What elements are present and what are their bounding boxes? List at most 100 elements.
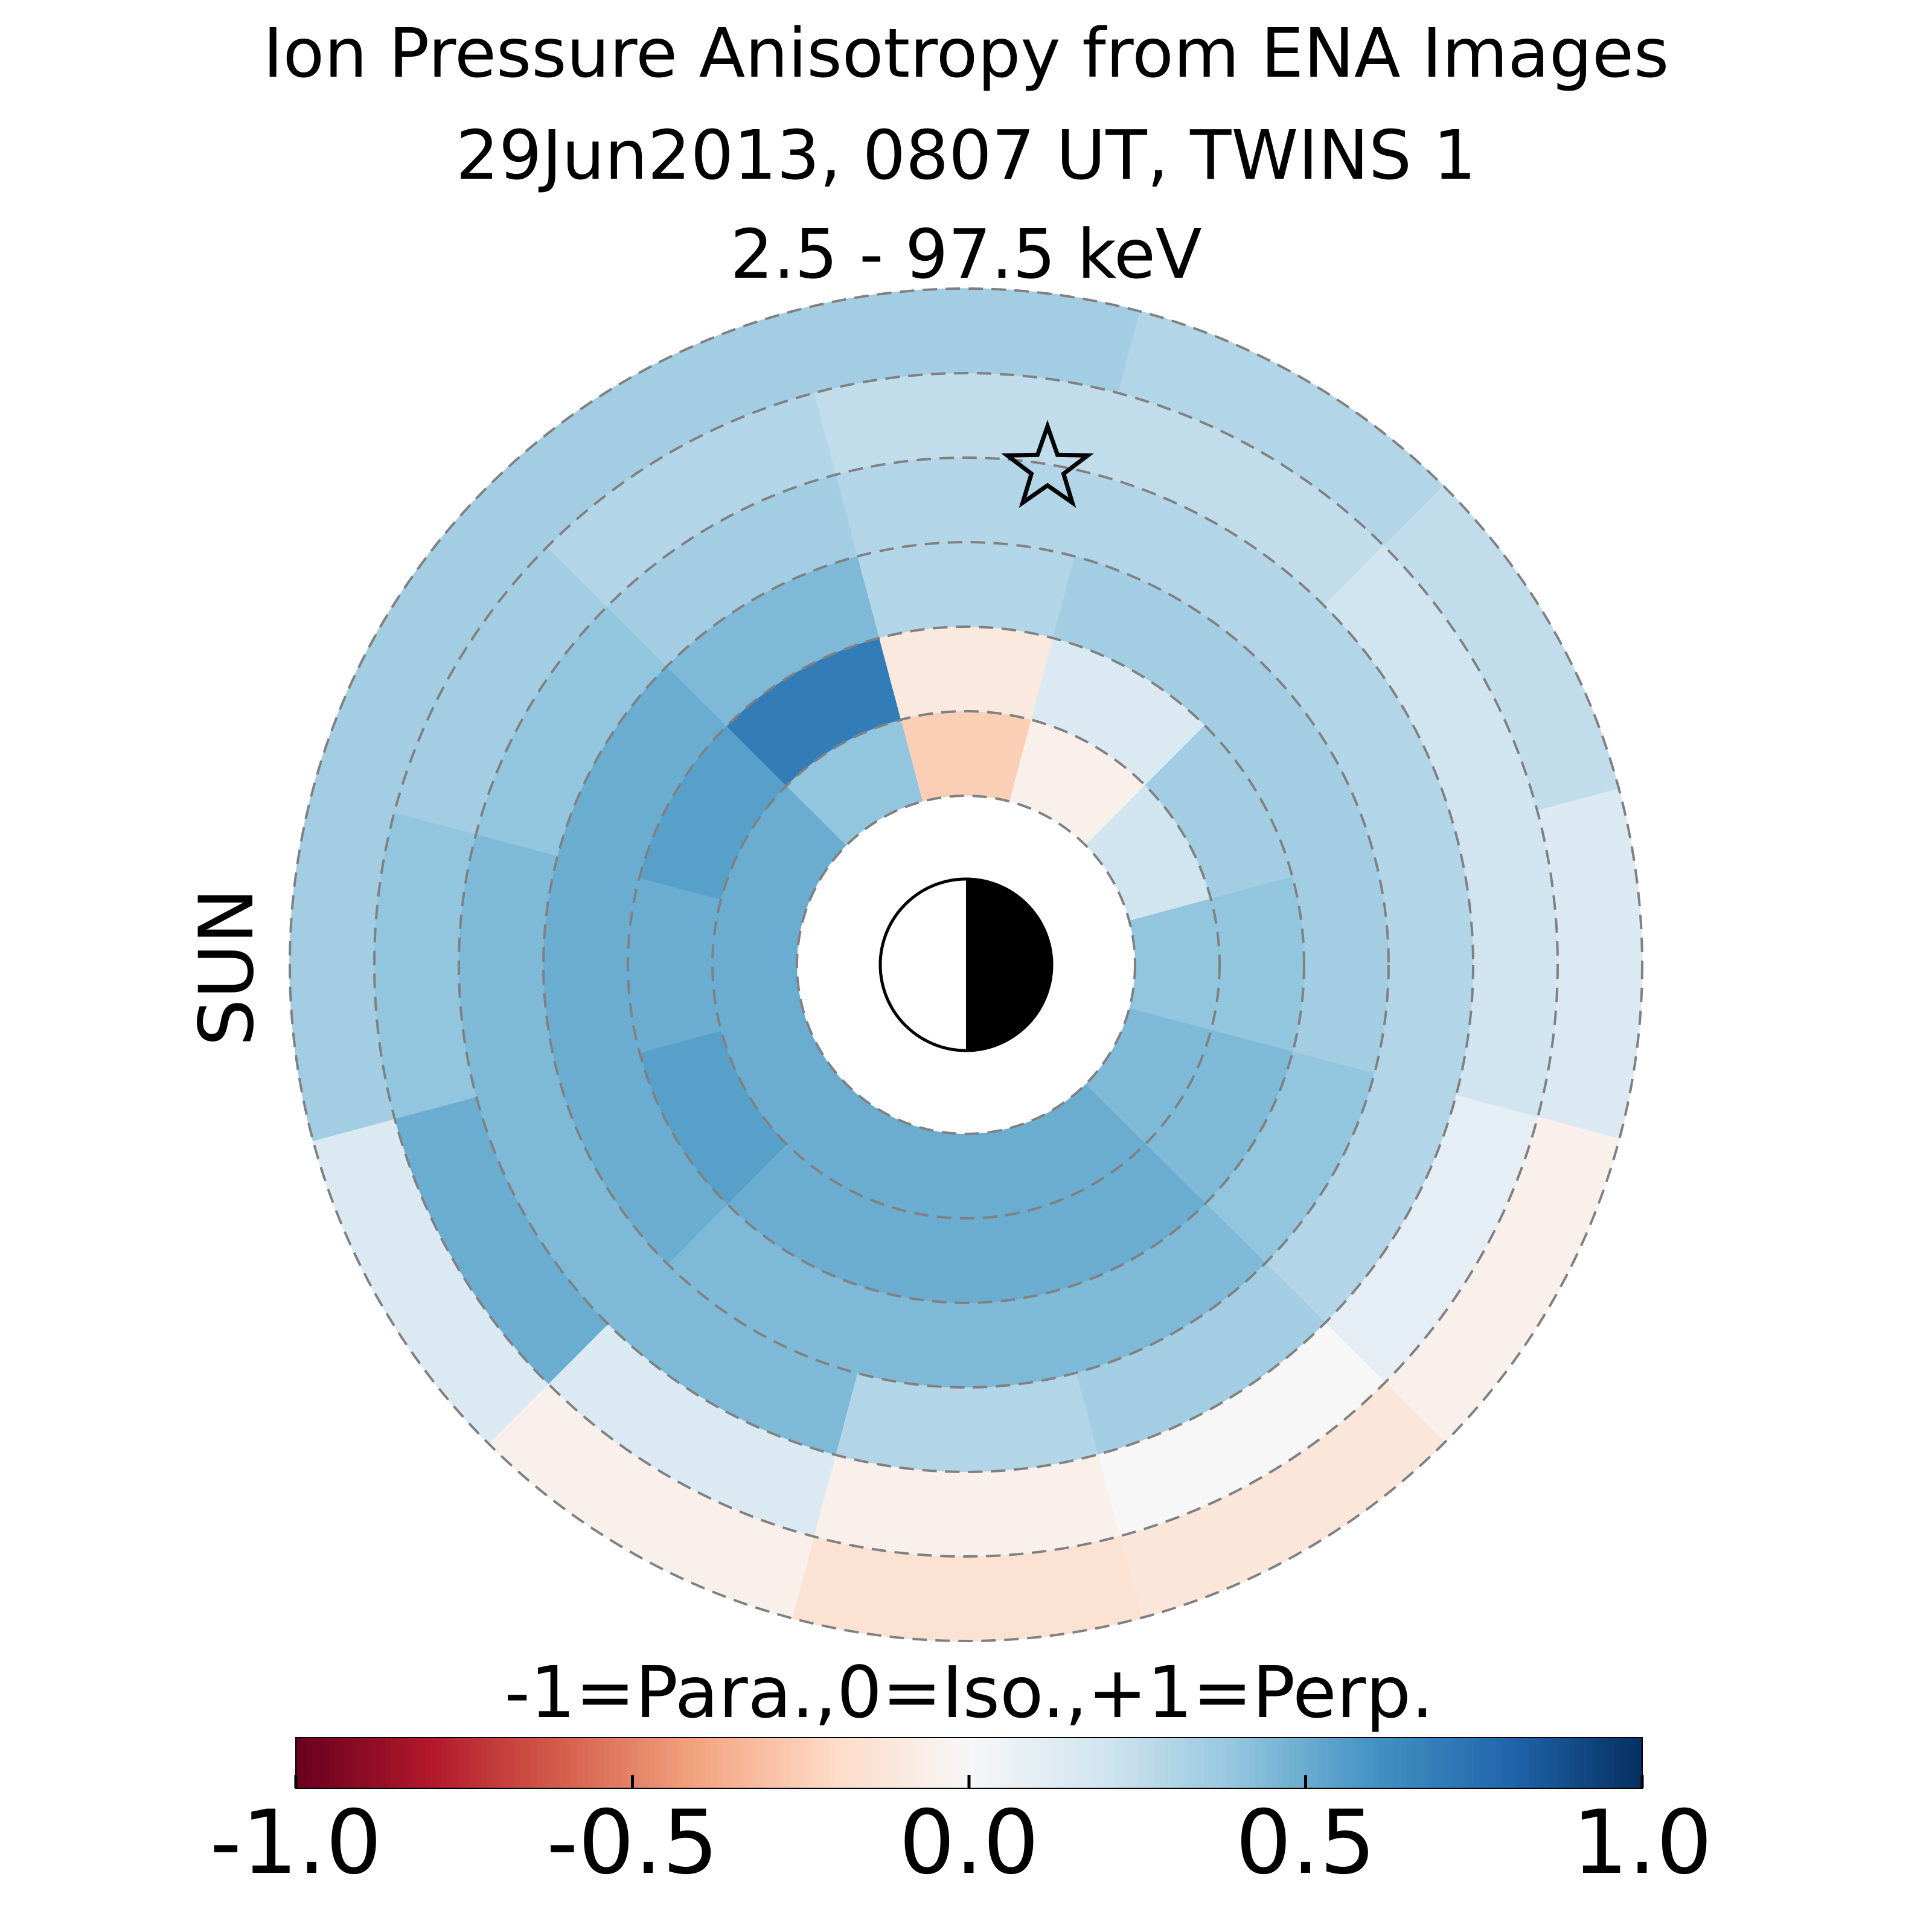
chart-subtitle: 2.5 - 97.5 keV (730, 216, 1201, 294)
anisotropy-cell (312, 485, 549, 813)
colorbar-slice (739, 1738, 746, 1788)
colorbar-slice (509, 1738, 516, 1788)
colorbar-slice (587, 1738, 594, 1788)
colorbar-tick-label: 0.5 (1235, 1791, 1375, 1894)
colorbar-slice (1204, 1738, 1211, 1788)
colorbar-slice (1176, 1738, 1183, 1788)
colorbar-slice (1215, 1738, 1222, 1788)
colorbar-slice (1328, 1738, 1334, 1788)
colorbar-slice (1479, 1738, 1486, 1788)
anisotropy-cell (1129, 898, 1220, 1031)
colorbar-slice (918, 1738, 925, 1788)
colorbar-slice (453, 1738, 459, 1788)
anisotropy-cell (1264, 1073, 1457, 1325)
colorbar-slice (1412, 1738, 1419, 1788)
colorbar-slice (627, 1738, 633, 1788)
colorbar-slice (1109, 1738, 1116, 1788)
satellite-star (1001, 420, 1094, 508)
anisotropy-cell (557, 1051, 728, 1265)
anisotropy-cell (900, 711, 1032, 802)
colorbar-slice (397, 1738, 403, 1788)
anisotropy-cell (712, 898, 803, 1031)
colorbar-slice (1244, 1738, 1250, 1788)
colorbar-slice (817, 1738, 824, 1788)
colorbar-slice (1508, 1738, 1514, 1788)
colorbar-slice (1491, 1738, 1497, 1788)
colorbar-slice (784, 1738, 790, 1788)
colorbar-slice (341, 1738, 347, 1788)
colorbar-slice (419, 1738, 426, 1788)
colorbar-slice (823, 1738, 830, 1788)
colorbar-slice (554, 1738, 560, 1788)
colorbar-slice (913, 1738, 920, 1788)
colorbar-slice (470, 1738, 476, 1788)
colorbar-slice (1210, 1738, 1217, 1788)
colorbar-slice (537, 1738, 543, 1788)
colorbar-slice (1435, 1738, 1441, 1788)
colorbar-slice (368, 1738, 375, 1788)
colorbar-slice (1586, 1738, 1593, 1788)
colorbar-slice (896, 1738, 903, 1788)
colorbar-slice (1367, 1738, 1374, 1788)
colorbar-slice (312, 1738, 319, 1788)
colorbar-slice (728, 1738, 734, 1788)
colorbar-slice (1502, 1738, 1508, 1788)
colorbar-slice (638, 1738, 644, 1788)
colorbar-slice (1378, 1738, 1385, 1788)
colorbar-slice (946, 1738, 953, 1788)
anisotropy-cell (486, 1382, 814, 1619)
colorbar-slice (1457, 1738, 1463, 1788)
anisotropy-cell (606, 474, 858, 667)
colorbar-slice (789, 1738, 796, 1788)
colorbar-slice (868, 1738, 874, 1788)
colorbar-slice (593, 1738, 600, 1788)
earth (878, 877, 1054, 1052)
colorbar-slice (1311, 1738, 1317, 1788)
anisotropy-cell (666, 555, 880, 726)
colorbar-slice (862, 1738, 869, 1788)
colorbar-slice (1608, 1738, 1615, 1788)
colorbar-slice (1025, 1738, 1032, 1788)
colorbar-slice (1395, 1738, 1402, 1788)
colorbar-slice (901, 1738, 908, 1788)
colorbar-slice (761, 1738, 768, 1788)
anisotropy-cell (877, 626, 1055, 720)
colorbar-slice (1552, 1738, 1559, 1788)
colorbar-slice (402, 1738, 409, 1788)
colorbar-slice (301, 1738, 308, 1788)
chart-subtitle: 29Jun2013, 0807 UT, TWINS 1 (456, 117, 1476, 195)
colorbar-slice (969, 1738, 976, 1788)
colorbar-slice (929, 1738, 936, 1788)
colorbar-slice (346, 1738, 353, 1788)
colorbar-slice (705, 1738, 712, 1788)
colorbar-slice (1278, 1738, 1284, 1788)
colorbar-slice (845, 1738, 852, 1788)
anisotropy-cell (1096, 1322, 1386, 1537)
colorbar-slice (1602, 1738, 1610, 1788)
colorbar-label: -1=Para.,0=Iso.,+1=Perp. (504, 1651, 1433, 1734)
colorbar-slice (1048, 1738, 1054, 1788)
anisotropy-cell (546, 1322, 836, 1537)
anisotropy-cell (312, 1116, 549, 1445)
colorbar-slice (1423, 1738, 1430, 1788)
colorbar-slice (548, 1738, 555, 1788)
anisotropy-cell (394, 545, 609, 835)
colorbar-slice (974, 1738, 981, 1788)
anisotropy-cell (1052, 555, 1266, 726)
colorbar-slice (458, 1738, 465, 1788)
colorbar-slice (1406, 1738, 1413, 1788)
anisotropy-cell (1264, 605, 1457, 857)
colorbar-slice (644, 1738, 650, 1788)
colorbar-slice (834, 1738, 841, 1788)
colorbar-slice (1333, 1738, 1340, 1788)
colorbar-slice (1580, 1738, 1587, 1788)
colorbar-slice (1547, 1738, 1553, 1788)
colorbar-slice (1418, 1738, 1424, 1788)
anisotropy-cell (639, 1029, 787, 1205)
colorbar-slice (671, 1738, 678, 1788)
colorbar-slice (1305, 1738, 1312, 1788)
colorbar-slice (514, 1738, 521, 1788)
anisotropy-cell (1145, 1029, 1293, 1205)
colorbar-slice (374, 1738, 381, 1788)
colorbar-slice (1041, 1738, 1048, 1788)
